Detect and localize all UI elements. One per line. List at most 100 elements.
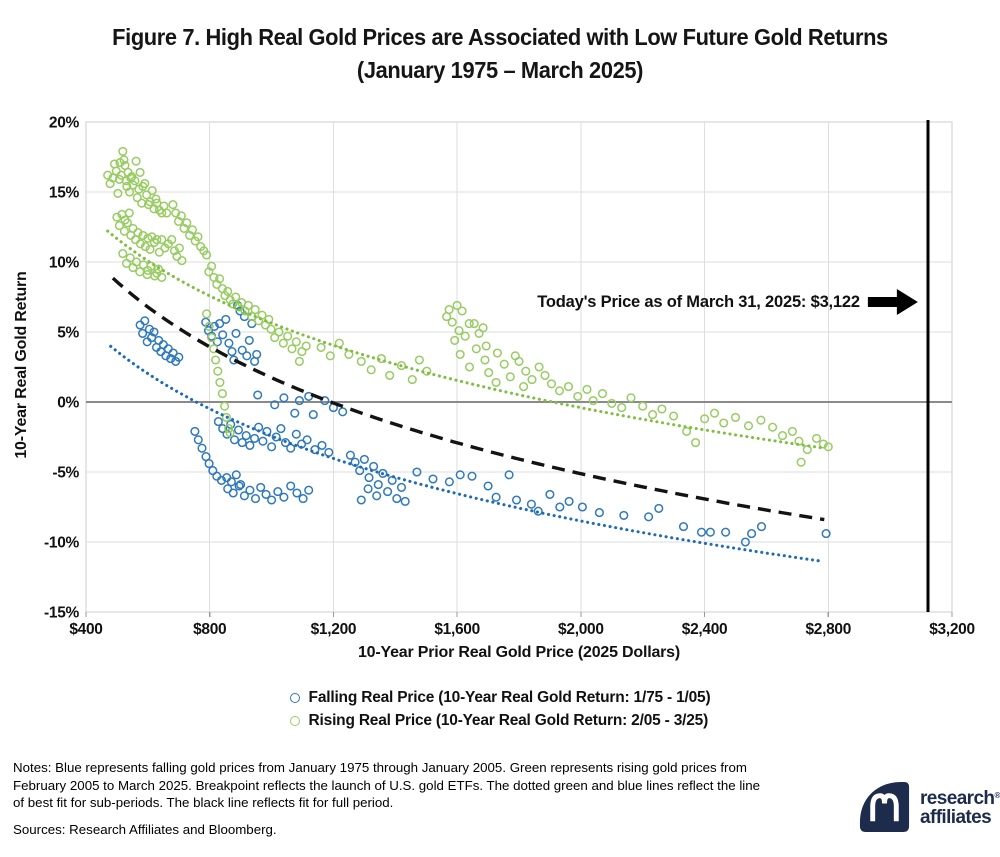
scatter-point	[302, 435, 312, 445]
notes-line3: of best fit for sub-periods. The black l…	[13, 795, 394, 811]
legend-item-rising: Rising Real Price (10-Year Real Gold Ret…	[289, 709, 711, 732]
scatter-point	[244, 335, 254, 345]
scatter-point	[193, 435, 203, 445]
scatter-point	[304, 485, 314, 495]
scatter-point	[253, 390, 263, 400]
scatter-point	[270, 333, 280, 343]
scatter-point	[120, 215, 130, 225]
scatter-point	[151, 194, 161, 204]
logo-word-research: research	[920, 788, 995, 809]
scatter-point	[204, 321, 214, 331]
scatter-point	[215, 274, 225, 284]
scatter-point	[428, 474, 438, 484]
scatter-point	[273, 487, 283, 497]
research-affiliates-sail-icon	[859, 781, 910, 833]
scatter-point	[267, 495, 277, 505]
y-tick-label: 10%	[49, 255, 80, 272]
scatter-point	[287, 344, 297, 354]
scatter-point	[478, 323, 488, 333]
scatter-point	[234, 481, 244, 491]
scatter-point	[140, 242, 150, 252]
scatter-point	[705, 527, 715, 537]
falling-series-marker-icon	[289, 692, 300, 703]
scatter-point	[521, 366, 531, 376]
scatter-point	[292, 488, 302, 498]
scatter-point	[227, 347, 237, 357]
scatter-point	[334, 338, 344, 348]
scatter-point	[278, 338, 288, 348]
scatter-point	[414, 355, 424, 365]
x-tick-label: $1,200	[311, 621, 357, 638]
scatter-point	[177, 256, 187, 266]
scatter-point	[119, 226, 129, 236]
scatter-point	[243, 300, 253, 310]
scatter-point	[245, 485, 255, 495]
scatter-point	[271, 432, 281, 442]
scatter-point	[228, 488, 238, 498]
scatter-point	[481, 341, 491, 351]
scatter-point	[267, 442, 277, 452]
scatter-point	[245, 440, 255, 450]
scatter-point	[588, 396, 598, 406]
y-tick-label: -15%	[44, 605, 80, 622]
scatter-point	[153, 264, 163, 274]
scatter-point	[168, 200, 178, 210]
scatter-point	[226, 477, 236, 487]
scatter-point	[221, 412, 231, 422]
y-tick-label: -5%	[52, 465, 79, 482]
scatter-point	[392, 494, 402, 504]
scatter-point	[796, 457, 806, 467]
x-tick-label: $2,400	[682, 621, 728, 638]
scatter-point	[149, 327, 159, 337]
scatter-point	[231, 292, 241, 302]
scatter-point	[294, 356, 304, 366]
scatter-point	[511, 495, 522, 505]
scatter-point	[250, 305, 260, 315]
scatter-point	[140, 316, 150, 326]
scatter-point	[176, 211, 186, 221]
scatter-point	[325, 351, 335, 361]
scatter-point	[218, 424, 228, 434]
scatter-point	[236, 480, 246, 490]
scatter-point	[286, 481, 296, 491]
scatter-point	[450, 335, 460, 345]
scatter-point	[444, 477, 454, 487]
scatter-point	[700, 414, 710, 424]
scatter-point	[324, 447, 334, 457]
scatter-point	[460, 331, 470, 341]
scatter-point	[480, 355, 490, 365]
scatter-point	[270, 400, 280, 410]
scatter-point	[378, 468, 388, 478]
scatter-point	[366, 365, 376, 375]
scatter-point	[654, 503, 664, 513]
scatter-point	[147, 186, 157, 196]
figure-sources: Sources: Research Affiliates and Bloombe…	[13, 822, 277, 837]
scatter-point	[298, 494, 308, 504]
scatter-point	[261, 489, 271, 499]
scatter-point	[143, 233, 153, 243]
scatter-point	[229, 435, 240, 445]
scatter-point	[491, 492, 501, 502]
scatter-point	[483, 481, 493, 491]
falling-sub-period-fit-trend-line	[109, 344, 824, 563]
legend: Falling Real Price (10-Year Real Gold Re…	[0, 686, 1000, 732]
scatter-point	[383, 487, 393, 497]
scatter-point	[554, 386, 565, 396]
scatter-point	[202, 250, 212, 260]
scatter-point	[256, 482, 266, 492]
scatter-point	[154, 335, 164, 345]
scatter-point	[317, 440, 327, 450]
scatter-point	[546, 379, 557, 389]
rising-price-scatter-series	[103, 146, 833, 467]
scatter-point	[505, 372, 515, 382]
scatter-point	[138, 328, 148, 338]
scatter-point	[168, 348, 178, 358]
scatter-point	[533, 506, 543, 516]
scatter-point	[363, 484, 373, 494]
logo-word-affiliates: affiliates	[920, 807, 992, 828]
scatter-point	[510, 351, 520, 361]
x-axis-title: 10-Year Prior Real Gold Price (2025 Doll…	[357, 644, 681, 661]
rising-sub-period-fit-trend-line	[106, 229, 827, 450]
scatter-point	[212, 471, 222, 481]
scatter-point	[396, 482, 407, 492]
